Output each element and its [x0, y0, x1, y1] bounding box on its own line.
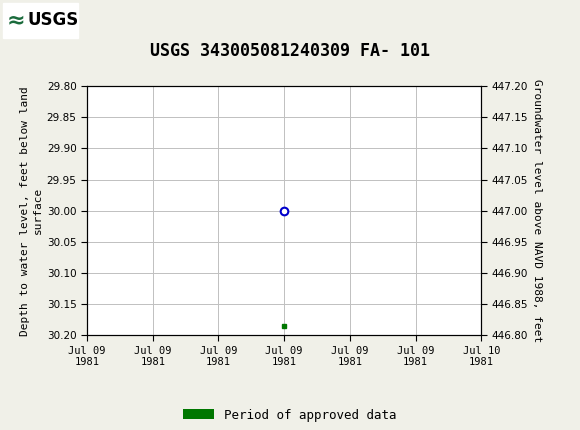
Text: ≈: ≈ [7, 10, 26, 31]
Legend: Period of approved data: Period of approved data [183, 408, 397, 421]
Text: USGS 343005081240309 FA- 101: USGS 343005081240309 FA- 101 [150, 42, 430, 60]
Y-axis label: Groundwater level above NAVD 1988, feet: Groundwater level above NAVD 1988, feet [532, 79, 542, 342]
Y-axis label: Depth to water level, feet below land
surface: Depth to water level, feet below land su… [20, 86, 42, 335]
Text: USGS: USGS [28, 12, 79, 29]
FancyBboxPatch shape [3, 3, 78, 37]
